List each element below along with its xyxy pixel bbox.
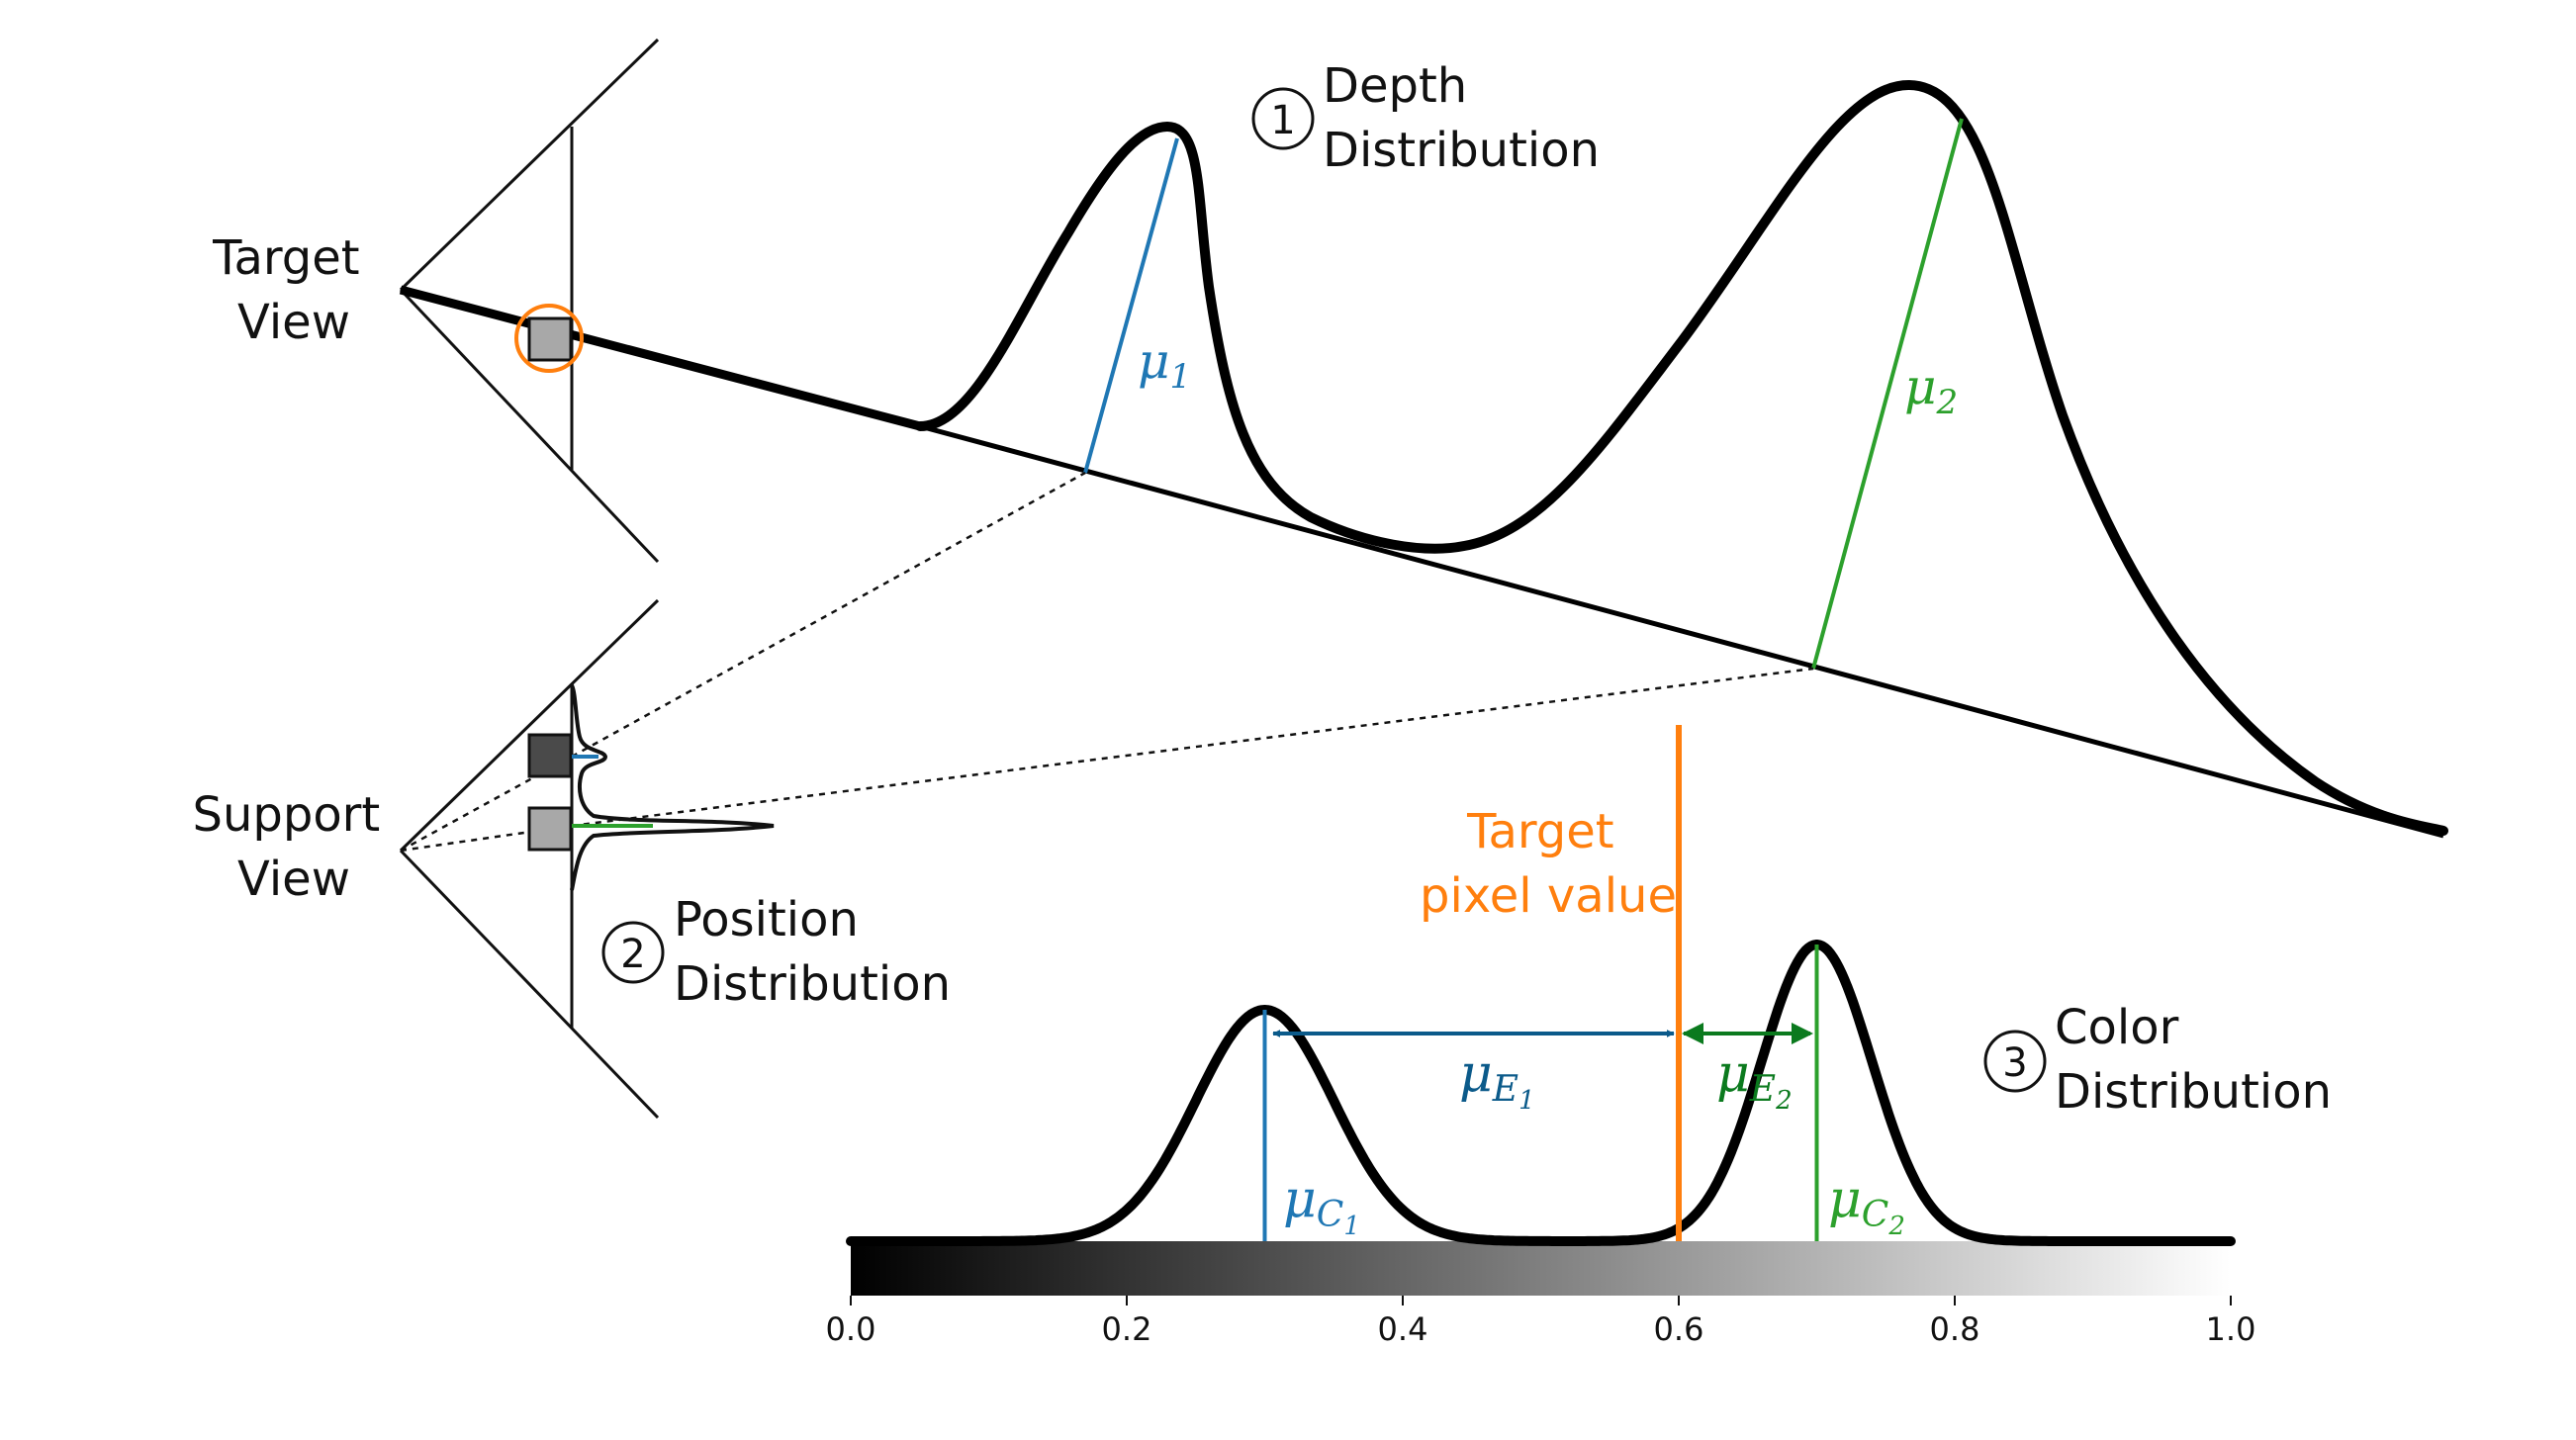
mu-e2-arrow-right-head bbox=[1792, 1023, 1813, 1044]
target-pixel-swatch bbox=[527, 316, 573, 362]
x-tick-label: 0.2 bbox=[1102, 1310, 1152, 1348]
color-distribution-curve bbox=[846, 940, 2236, 1246]
mu-c2-label: μC2 bbox=[1828, 1170, 1905, 1241]
mu-e2-arrow-left-head bbox=[1682, 1023, 1703, 1044]
position-distribution-curve bbox=[570, 684, 775, 891]
mu1-label: μ1 bbox=[1138, 332, 1191, 397]
svg-text:1: 1 bbox=[1270, 98, 1295, 143]
svg-text:3: 3 bbox=[2002, 1040, 2027, 1086]
target-ray bbox=[399, 285, 2444, 839]
target-pixel-value-label: Target pixel value bbox=[1420, 804, 1677, 924]
x-tick-label: 1.0 bbox=[2206, 1310, 2256, 1348]
support-view-label: Support View bbox=[192, 787, 395, 907]
depth-distribution-label: 1 Depth Distribution bbox=[1251, 58, 1600, 178]
mu-e1-label: μE1 bbox=[1459, 1044, 1535, 1116]
mu-c1-label: μC1 bbox=[1283, 1170, 1360, 1241]
depth-distribution-curve bbox=[915, 79, 2448, 836]
support-pixel-light bbox=[527, 806, 573, 852]
target-view-label: Target View bbox=[212, 230, 375, 350]
support-camera bbox=[399, 598, 660, 1120]
x-axis-ticks: 0.0 0.2 0.4 0.6 0.8 1.0 bbox=[826, 1296, 2256, 1348]
colorbar bbox=[851, 1241, 2231, 1296]
mu2-line bbox=[1811, 118, 1964, 670]
mu-e2-label: μE2 bbox=[1716, 1044, 1793, 1116]
position-distribution-label: 2 Position Distribution bbox=[601, 892, 951, 1012]
projection-lines bbox=[400, 471, 1814, 853]
target-pixel-highlight bbox=[514, 304, 584, 373]
x-tick-label: 0.8 bbox=[1930, 1310, 1980, 1348]
x-tick-label: 0.0 bbox=[826, 1310, 876, 1348]
color-distribution-label: 3 Color Distribution bbox=[1983, 1000, 2332, 1120]
color-distribution-axis: 0.0 0.2 0.4 0.6 0.8 1.0 bbox=[826, 1241, 2256, 1348]
mu1-line bbox=[1083, 137, 1179, 474]
mu2-label: μ2 bbox=[1904, 358, 1958, 422]
x-tick-label: 0.4 bbox=[1378, 1310, 1428, 1348]
svg-text:2: 2 bbox=[620, 932, 645, 977]
support-pixel-dark bbox=[527, 733, 573, 778]
target-camera bbox=[399, 38, 660, 564]
x-tick-label: 0.6 bbox=[1654, 1310, 1704, 1348]
